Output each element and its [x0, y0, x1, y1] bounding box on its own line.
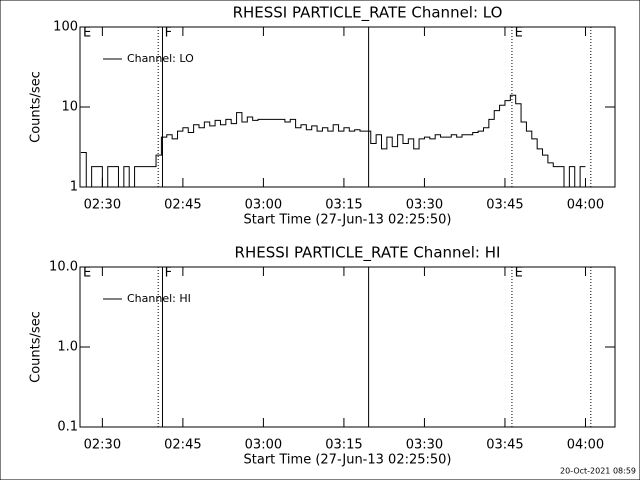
x-tick-label: 03:00: [245, 438, 282, 453]
y-tick-label: 10: [61, 100, 78, 115]
x-tick-label: 04:00: [567, 438, 604, 453]
data-line: [80, 94, 586, 188]
y-tick-label: 1.0: [57, 340, 78, 355]
x-tick-label: 02:30: [84, 198, 121, 213]
x-tick-label: 02:30: [84, 438, 121, 453]
annotation: F: [165, 266, 172, 281]
x-axis-label: Start Time (27-Jun-13 02:25:50): [244, 213, 452, 228]
y-tick-label: 0.1: [57, 420, 78, 435]
x-tick-label: 03:15: [325, 198, 362, 213]
x-tick-label: 02:45: [164, 198, 201, 213]
annotation: F: [165, 26, 172, 41]
x-tick-label: 03:45: [486, 198, 523, 213]
annotation: E: [515, 26, 523, 41]
legend-label: Channel: HI: [127, 292, 191, 305]
x-tick-label: 03:45: [486, 438, 523, 453]
x-tick-label: 03:00: [245, 198, 282, 213]
legend-label: Channel: LO: [127, 52, 194, 65]
y-tick-label: 100: [53, 20, 78, 35]
x-axis-label: Start Time (27-Jun-13 02:25:50): [244, 453, 452, 468]
chart-title: RHESSI PARTICLE_RATE Channel: LO: [233, 4, 503, 23]
annotation: E: [515, 266, 523, 281]
x-tick-label: 02:45: [164, 438, 201, 453]
y-tick-label: 1: [70, 180, 78, 195]
chart-title: RHESSI PARTICLE_RATE Channel: HI: [235, 244, 501, 263]
x-tick-label: 03:30: [406, 198, 443, 213]
y-axis-label: Counts/sec: [29, 71, 44, 143]
x-tick-label: 03:30: [406, 438, 443, 453]
annotation: E: [83, 266, 91, 281]
annotation: E: [83, 26, 91, 41]
timestamp: 20-Oct-2021 08:59: [560, 467, 636, 476]
x-tick-label: 04:00: [567, 198, 604, 213]
y-axis-label: Counts/sec: [29, 311, 44, 383]
y-tick-label: 10.0: [49, 260, 78, 275]
x-tick-label: 03:15: [325, 438, 362, 453]
